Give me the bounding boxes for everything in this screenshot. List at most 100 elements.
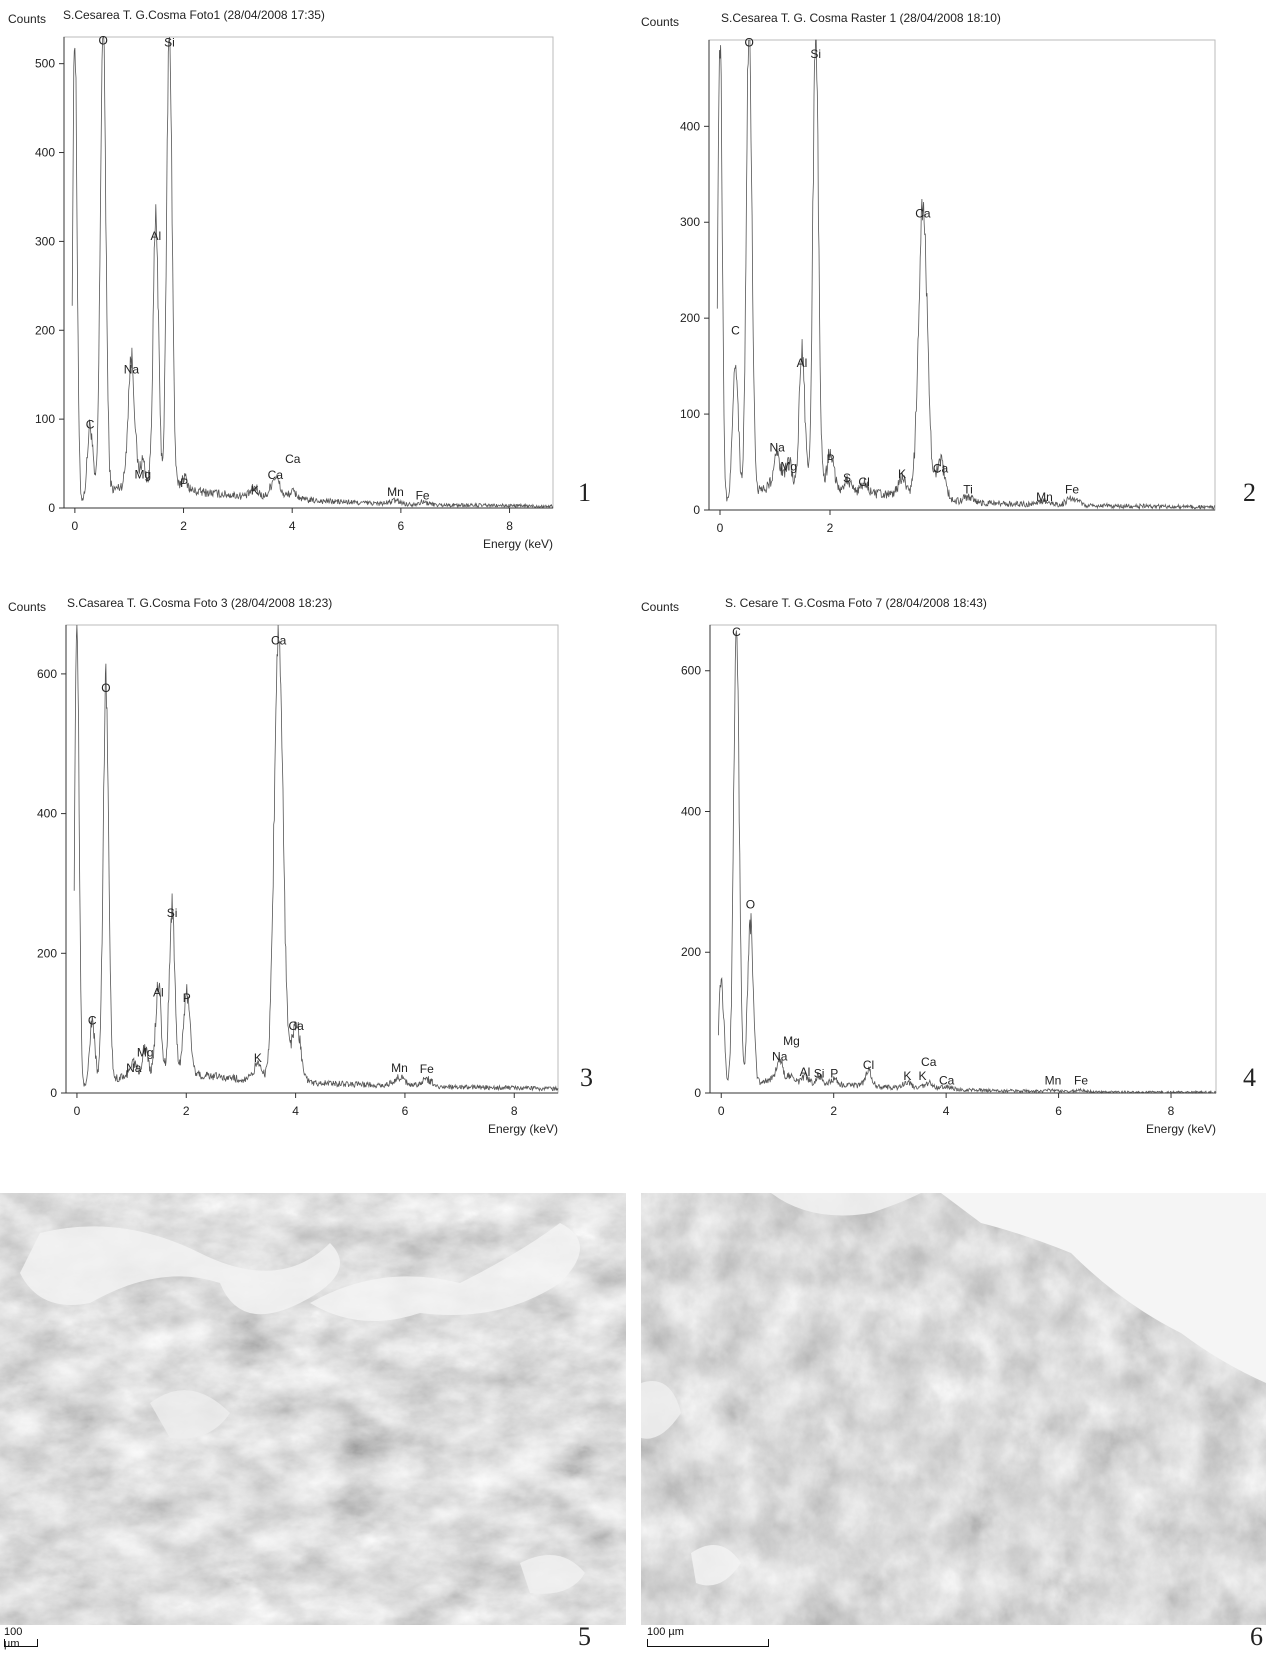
peak-label: Mn: [1036, 490, 1053, 504]
x-tick-label: 2: [830, 1104, 837, 1118]
y-tick-label: 200: [37, 946, 57, 960]
x-tick-label: 4: [292, 1104, 299, 1118]
peak-label: Al: [797, 356, 808, 370]
x-tick-label: 2: [827, 521, 834, 535]
x-tick-label: 6: [402, 1104, 409, 1118]
peak-label: Fe: [1065, 483, 1079, 497]
y-tick-label: 0: [694, 1086, 701, 1100]
peak-label: Ti: [963, 483, 973, 497]
spectrum-line: [73, 624, 559, 1092]
panel-label-3: 3: [580, 1063, 593, 1092]
x-axis-label: Energy (keV): [488, 1122, 558, 1136]
y-axis-label: Counts: [641, 600, 679, 614]
panel-label-4: 4: [1243, 1063, 1256, 1092]
peak-label: Ca: [915, 206, 931, 220]
peak-label: K: [898, 467, 906, 481]
y-tick-label: 600: [681, 664, 701, 678]
spectrum-chart-2: 0 100 200 300 400 0 2 Counts S.Cesarea T. G. Cos…: [641, 11, 1216, 535]
sem-micrograph-5: [0, 1193, 626, 1625]
chart-title: S.Casarea T. G.Cosma Foto 3 (28/04/2008 …: [67, 596, 332, 610]
x-tick-label: 4: [289, 519, 296, 533]
panel-label-5: 5: [578, 1622, 591, 1651]
peak-label: Al: [800, 1065, 811, 1079]
peak-label: Ca: [939, 1073, 955, 1087]
peak-label: Na: [126, 1061, 142, 1075]
x-tick-label: 0: [718, 1104, 725, 1118]
peak-label: Mn: [387, 485, 404, 499]
peak-label: S: [843, 471, 851, 485]
spectrum-chart-3: 0 200 400 600 0 2 4 6 8 Counts S.Casarea T. G.Cosm…: [8, 596, 559, 1136]
scale-bar-5: 100 µm: [4, 1626, 40, 1650]
x-tick-label: 0: [74, 1104, 81, 1118]
peak-label: O: [98, 34, 107, 48]
panel-label-6: 6: [1250, 1622, 1263, 1651]
sem-micrograph-6: [641, 1193, 1266, 1625]
x-tick-label: 6: [1055, 1104, 1062, 1118]
y-axis-label: Counts: [8, 600, 46, 614]
peak-label: Al: [153, 985, 164, 999]
peak-label: Mn: [391, 1061, 408, 1075]
plot-frame: [65, 624, 559, 1094]
plot-frame: [709, 624, 1217, 1094]
x-tick-label: 6: [398, 519, 405, 533]
y-tick-label: 300: [680, 215, 700, 229]
y-tick-label: 400: [37, 807, 57, 821]
y-tick-label: 100: [35, 412, 55, 426]
peak-label: Fe: [416, 489, 430, 503]
spectrum-panel-3: 0 200 400 600 0 2 4 6 8 Counts S.Casarea T. G.Cosm…: [0, 585, 633, 1145]
peak-label: O: [101, 681, 110, 695]
y-axis-label: Counts: [641, 15, 679, 29]
peak-label: Al: [150, 229, 161, 243]
peak-label: K: [903, 1069, 911, 1083]
peak-label: Mg: [137, 1045, 154, 1059]
x-tick-label: 8: [1168, 1104, 1175, 1118]
peak-label: Si: [814, 1066, 825, 1080]
peak-label: Mg: [783, 1034, 800, 1048]
x-tick-label: 8: [511, 1104, 518, 1118]
peak-label: Ca: [933, 461, 949, 475]
scale-bar-label-5: 100 µm: [4, 1626, 23, 1650]
peak-label: Ca: [921, 1055, 937, 1069]
peak-label: Si: [167, 906, 178, 920]
x-tick-label: 0: [72, 519, 79, 533]
peak-label: Ca: [271, 633, 287, 647]
y-tick-label: 200: [35, 323, 55, 337]
peak-label: C: [88, 1013, 97, 1027]
peak-label: K: [919, 1069, 927, 1083]
y-tick-label: 100: [680, 407, 700, 421]
y-tick-label: 200: [680, 311, 700, 325]
y-tick-label: 0: [693, 503, 700, 517]
peak-label: Fe: [420, 1062, 434, 1076]
panel-label-2: 2: [1243, 478, 1256, 507]
y-tick-label: 500: [35, 57, 55, 71]
spectrum-chart-4: 0 200 400 600 0 2 4 6 8 Counts S. Cesare T. G.Cosm…: [641, 596, 1217, 1136]
spectrum-line: [718, 630, 1217, 1095]
peak-label: P: [827, 452, 835, 466]
chart-title: S.Cesarea T. G.Cosma Foto1 (28/04/2008 1…: [63, 8, 325, 22]
chart-title: S.Cesarea T. G. Cosma Raster 1 (28/04/20…: [721, 11, 1001, 25]
peak-label: Ca: [288, 1019, 304, 1033]
peak-label: K: [251, 483, 259, 497]
peak-label: Mg: [134, 467, 151, 481]
x-tick-label: 2: [183, 1104, 190, 1118]
spectrum-line: [71, 36, 554, 509]
peak-label: Mg: [780, 460, 797, 474]
y-tick-label: 400: [35, 146, 55, 160]
peak-label: P: [180, 476, 188, 490]
x-tick-label: 0: [717, 521, 724, 535]
peak-label: Na: [770, 440, 786, 454]
x-axis-label: Energy (keV): [483, 537, 553, 551]
peak-label: Mn: [1045, 1073, 1062, 1087]
scale-bar-line-6: [647, 1639, 769, 1647]
y-tick-label: 200: [681, 945, 701, 959]
spectrum-panel-2: 0 100 200 300 400 0 2 Counts S.Cesarea T. G. Cos…: [633, 0, 1266, 560]
peak-label: C: [732, 625, 741, 639]
x-tick-label: 4: [943, 1104, 950, 1118]
peak-label: C: [86, 418, 95, 432]
peak-label: Na: [772, 1049, 788, 1063]
peak-label: Cl: [863, 1058, 874, 1072]
y-tick-label: 0: [50, 1086, 57, 1100]
x-tick-label: 2: [180, 519, 187, 533]
peak-label: Ca: [268, 468, 284, 482]
y-tick-label: 0: [48, 501, 55, 515]
